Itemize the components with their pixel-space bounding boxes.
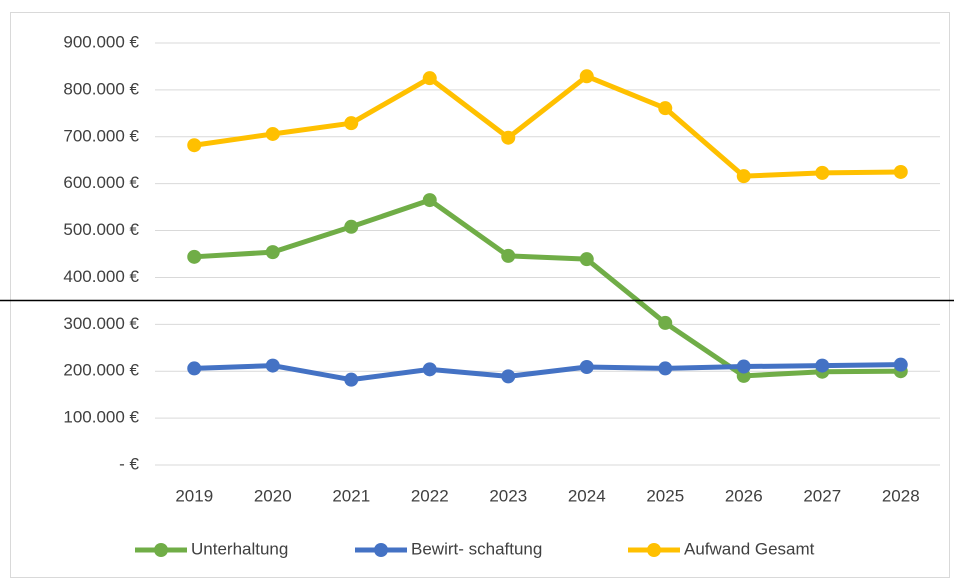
series-marker: [265, 126, 280, 141]
series-marker: [579, 360, 594, 375]
y-tick-label: 600.000 €: [63, 173, 139, 192]
series-marker: [658, 315, 673, 330]
x-tick-label: 2026: [725, 486, 763, 505]
series-marker: [344, 372, 359, 387]
series-line: [194, 362, 901, 383]
x-tick-label: 2024: [568, 486, 606, 505]
x-tick-label: 2022: [411, 486, 449, 505]
legend-swatch-marker: [374, 543, 388, 557]
series-marker: [501, 369, 516, 384]
y-tick-label: 800.000 €: [63, 79, 139, 98]
y-tick-label: 500.000 €: [63, 220, 139, 239]
series-marker: [893, 357, 908, 372]
x-tick-label: 2020: [254, 486, 292, 505]
legend-swatch-marker: [647, 543, 661, 557]
legend-label: Unterhaltung: [191, 539, 288, 558]
series-marker: [658, 361, 673, 376]
y-tick-label: 900.000 €: [63, 32, 139, 51]
series-marker: [344, 116, 359, 131]
legend-swatch-marker: [154, 543, 168, 557]
series-marker: [265, 245, 280, 260]
x-tick-label: 2028: [882, 486, 920, 505]
x-tick-label: 2023: [489, 486, 527, 505]
series-marker: [187, 249, 202, 264]
series-line: [193, 73, 901, 179]
series-marker: [658, 101, 673, 116]
x-tick-label: 2025: [646, 486, 684, 505]
series-marker: [422, 362, 437, 377]
series-marker: [893, 164, 908, 179]
series-marker: [422, 193, 437, 208]
y-tick-label: 300.000 €: [63, 314, 139, 333]
legend-label: Bewirt- schaftung: [411, 539, 542, 558]
series-marker: [736, 359, 751, 374]
series-marker: [815, 165, 830, 180]
x-tick-label: 2021: [332, 486, 370, 505]
series-marker: [579, 69, 594, 84]
series-marker: [344, 219, 359, 234]
chart-border: [10, 12, 950, 578]
series-line: [194, 197, 901, 379]
x-tick-label: 2027: [803, 486, 841, 505]
series-marker: [422, 71, 437, 86]
series-marker: [501, 248, 516, 263]
series-marker: [736, 169, 751, 184]
y-tick-label: 200.000 €: [63, 361, 139, 380]
series-marker: [815, 358, 830, 373]
legend-label: Aufwand Gesamt: [684, 539, 815, 558]
series-marker: [579, 252, 594, 267]
y-tick-label: - €: [119, 454, 139, 473]
series-marker: [187, 138, 202, 153]
y-tick-label: 400.000 €: [63, 267, 139, 286]
series-marker: [501, 130, 516, 145]
x-tick-label: 2019: [175, 486, 213, 505]
y-tick-label: 100.000 €: [63, 408, 139, 427]
y-tick-label: 700.000 €: [63, 126, 139, 145]
series-marker: [187, 361, 202, 376]
series-marker: [265, 358, 280, 373]
